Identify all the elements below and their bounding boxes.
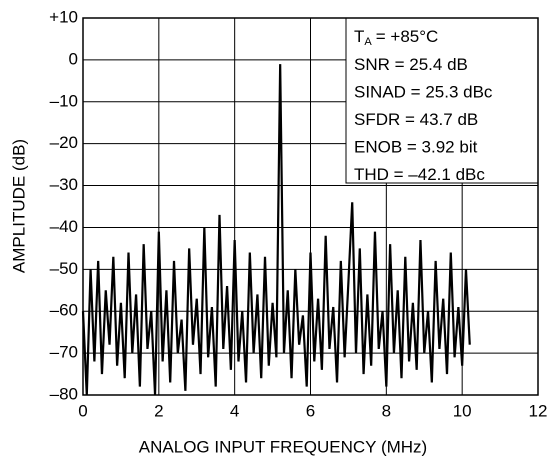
y-tick-label: +10 — [49, 7, 78, 26]
y-tick-label: –80 — [50, 384, 78, 403]
plot-frame — [82, 17, 539, 396]
x-tick-label: 12 — [529, 401, 548, 420]
annotation: SINAD = 25.3 dBc — [354, 82, 493, 101]
x-tick-label: 4 — [230, 401, 239, 420]
y-tick-label: 0 — [69, 49, 78, 68]
y-tick-label: –10 — [50, 91, 78, 110]
condition-label: TA = +85°C — [354, 27, 438, 47]
annotation-box — [345, 17, 539, 184]
x-tick-label: 8 — [382, 401, 391, 420]
y-tick-label: –40 — [50, 217, 78, 236]
annotation: THD = –42.1 dBc — [354, 165, 485, 184]
x-tick-label: 6 — [306, 401, 315, 420]
annotation: SNR = 25.4 dB — [354, 55, 468, 74]
x-tick-label: 2 — [154, 401, 163, 420]
condition-subscript: A — [364, 36, 372, 48]
x-axis-label: ANALOG INPUT FREQUENCY (MHz) — [139, 437, 427, 456]
y-tick-label: –70 — [50, 343, 78, 362]
y-tick-label: –50 — [50, 259, 78, 278]
annotation: SFDR = 43.7 dB — [354, 110, 478, 129]
condition-value: = +85°C — [376, 27, 439, 46]
x-tick-label: 10 — [453, 401, 472, 420]
y-tick-label: –60 — [50, 301, 78, 320]
x-tick-label: 0 — [78, 401, 87, 420]
condition-symbol: T — [354, 27, 364, 46]
annotation: ENOB = 3.92 bit — [354, 137, 478, 156]
y-tick-label: –20 — [50, 133, 78, 152]
y-tick-label: –30 — [50, 175, 78, 194]
y-axis-label: AMPLITUDE (dB) — [9, 139, 28, 273]
spectrum-line — [81, 64, 471, 396]
